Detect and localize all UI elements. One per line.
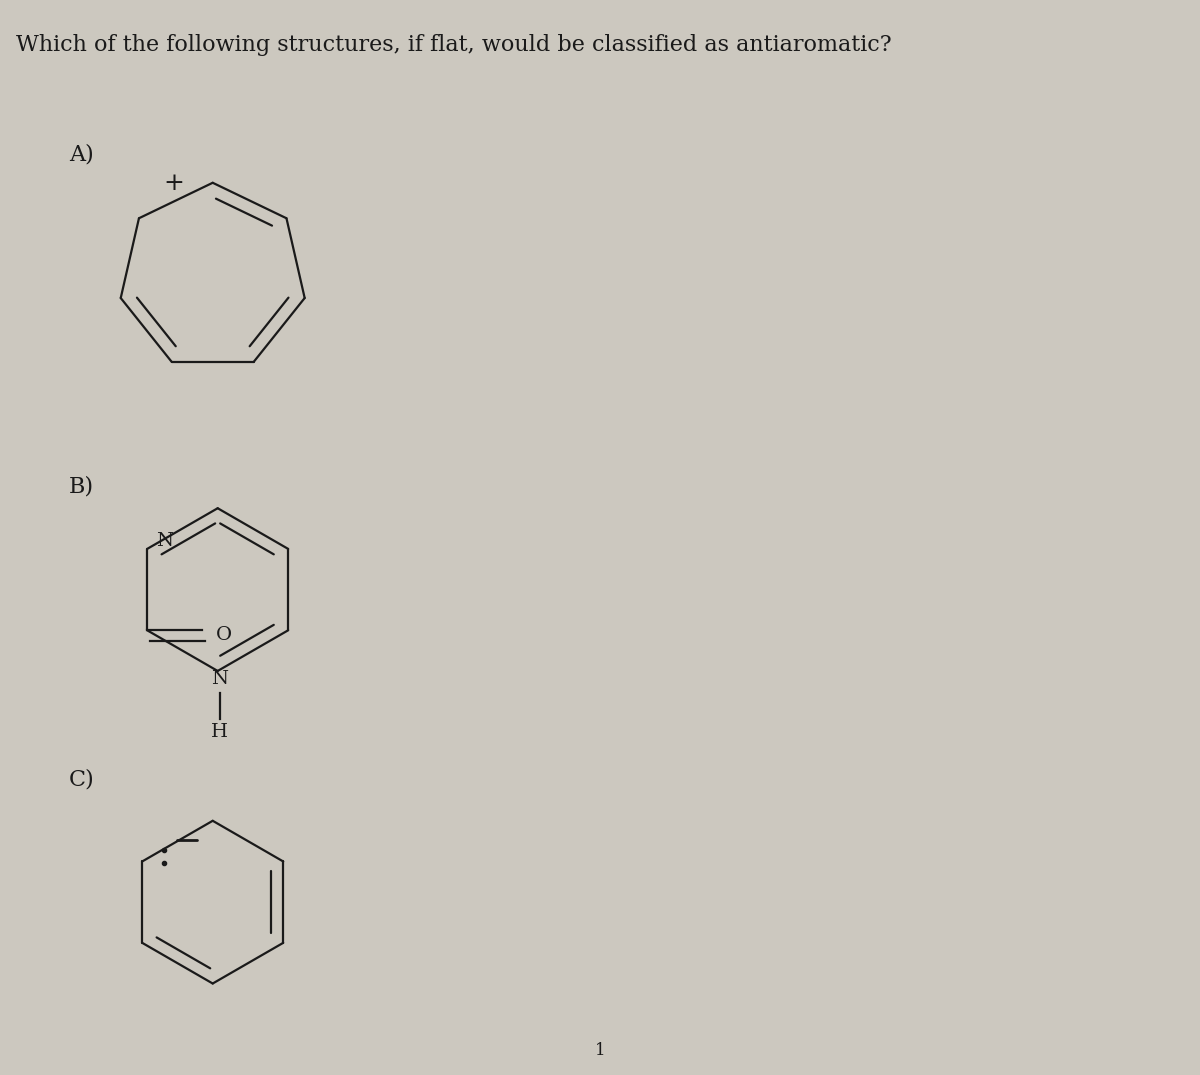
- Text: +: +: [163, 172, 184, 195]
- Text: N: N: [211, 670, 228, 688]
- Text: O: O: [216, 627, 232, 644]
- Text: C): C): [68, 769, 95, 790]
- Text: Which of the following structures, if flat, would be classified as antiaromatic?: Which of the following structures, if fl…: [16, 34, 892, 56]
- Text: B): B): [68, 475, 94, 498]
- Text: H: H: [211, 723, 228, 742]
- Text: N: N: [156, 532, 174, 550]
- Text: A): A): [68, 143, 94, 166]
- Text: 1: 1: [595, 1042, 605, 1059]
